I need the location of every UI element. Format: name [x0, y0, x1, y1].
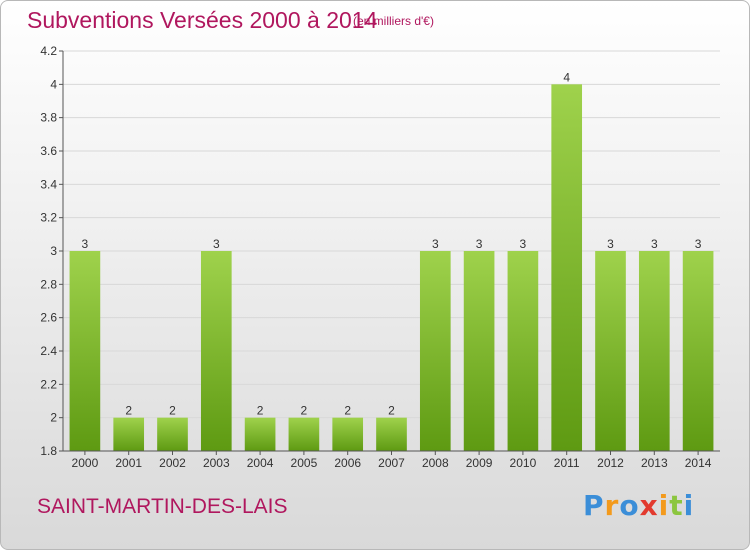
logo-letter: i: [683, 489, 695, 522]
bar: [288, 417, 320, 451]
value-label: 3: [607, 237, 614, 251]
x-tick-label: 2010: [510, 456, 537, 470]
logo-letter: P: [583, 489, 605, 522]
x-tick-label: 2003: [203, 456, 230, 470]
bar: [638, 251, 670, 451]
value-label: 3: [651, 237, 658, 251]
bar: [332, 417, 364, 451]
bar: [682, 251, 714, 451]
x-tick-label: 2014: [685, 456, 712, 470]
value-label: 2: [125, 404, 132, 418]
x-tick-label: 2005: [291, 456, 318, 470]
x-tick-label: 2008: [422, 456, 449, 470]
logo-letter: x: [639, 489, 659, 522]
x-tick-label: 2002: [159, 456, 186, 470]
value-label: 3: [695, 237, 702, 251]
bar: [551, 84, 583, 451]
chart-title: Subventions Versées 2000 à 2014: [27, 7, 378, 33]
value-label: 3: [213, 237, 220, 251]
y-tick-label: 2.8: [40, 277, 57, 291]
bar: [376, 417, 407, 451]
bar: [595, 251, 626, 451]
bar: [244, 417, 276, 451]
value-labels: 3 2 2 3 2 2 2 2 3 3 3 4 3 3 3: [82, 70, 702, 417]
value-label: 2: [344, 404, 351, 418]
value-label: 3: [432, 237, 439, 251]
bar: [157, 417, 188, 451]
y-tick-label: 3.2: [40, 211, 57, 225]
x-tick-label: 2009: [466, 456, 493, 470]
value-label: 4: [563, 70, 570, 84]
bar: [69, 251, 101, 451]
y-tick-label: 3.8: [40, 111, 57, 125]
logo-letter: t: [669, 489, 684, 522]
proxiti-logo: Proxiti: [583, 489, 694, 522]
y-tick-label: 2: [50, 411, 57, 425]
x-tick-label: 2006: [334, 456, 361, 470]
chart-unit: (en milliers d'€): [353, 14, 434, 28]
axes: 1.8 2 2.2 2.4 2.6 2.8 3 3.2 3.4 3.6 3.8 4 4.2 2000 200…: [40, 44, 720, 470]
bars: [69, 84, 714, 451]
y-tick-label: 2.6: [40, 311, 57, 325]
value-label: 2: [301, 404, 308, 418]
y-tick-label: 3.4: [40, 177, 57, 191]
value-label: 3: [82, 237, 89, 251]
value-label: 3: [476, 237, 483, 251]
y-tick-label: 4.2: [40, 44, 57, 58]
x-tick-label: 2000: [72, 456, 99, 470]
x-tick-label: 2011: [554, 456, 580, 470]
x-tick-label: 2013: [641, 456, 668, 470]
y-tick-label: 4: [50, 77, 57, 91]
bar: [113, 417, 145, 451]
bar: [200, 251, 232, 451]
x-tick-label: 2012: [597, 456, 624, 470]
x-tick-label: 2004: [247, 456, 274, 470]
y-tick-label: 1.8: [40, 444, 57, 458]
value-label: 3: [520, 237, 527, 251]
bar: [463, 251, 495, 451]
y-tick-label: 2.2: [40, 377, 57, 391]
logo-letter: r: [604, 489, 620, 522]
y-tick-label: 2.4: [40, 344, 57, 358]
value-label: 2: [169, 404, 176, 418]
bar: [419, 251, 451, 451]
value-label: 2: [257, 404, 264, 418]
x-tick-label: 2007: [378, 456, 405, 470]
x-tick-label: 2001: [115, 456, 142, 470]
logo-letter: i: [658, 489, 670, 522]
commune-name: SAINT-MARTIN-DES-LAIS: [37, 495, 288, 518]
y-tick-label: 3: [50, 244, 57, 258]
y-tick-label: 3.6: [40, 144, 57, 158]
value-label: 2: [388, 404, 395, 418]
bar: [507, 251, 539, 451]
logo-letter: o: [619, 489, 640, 522]
